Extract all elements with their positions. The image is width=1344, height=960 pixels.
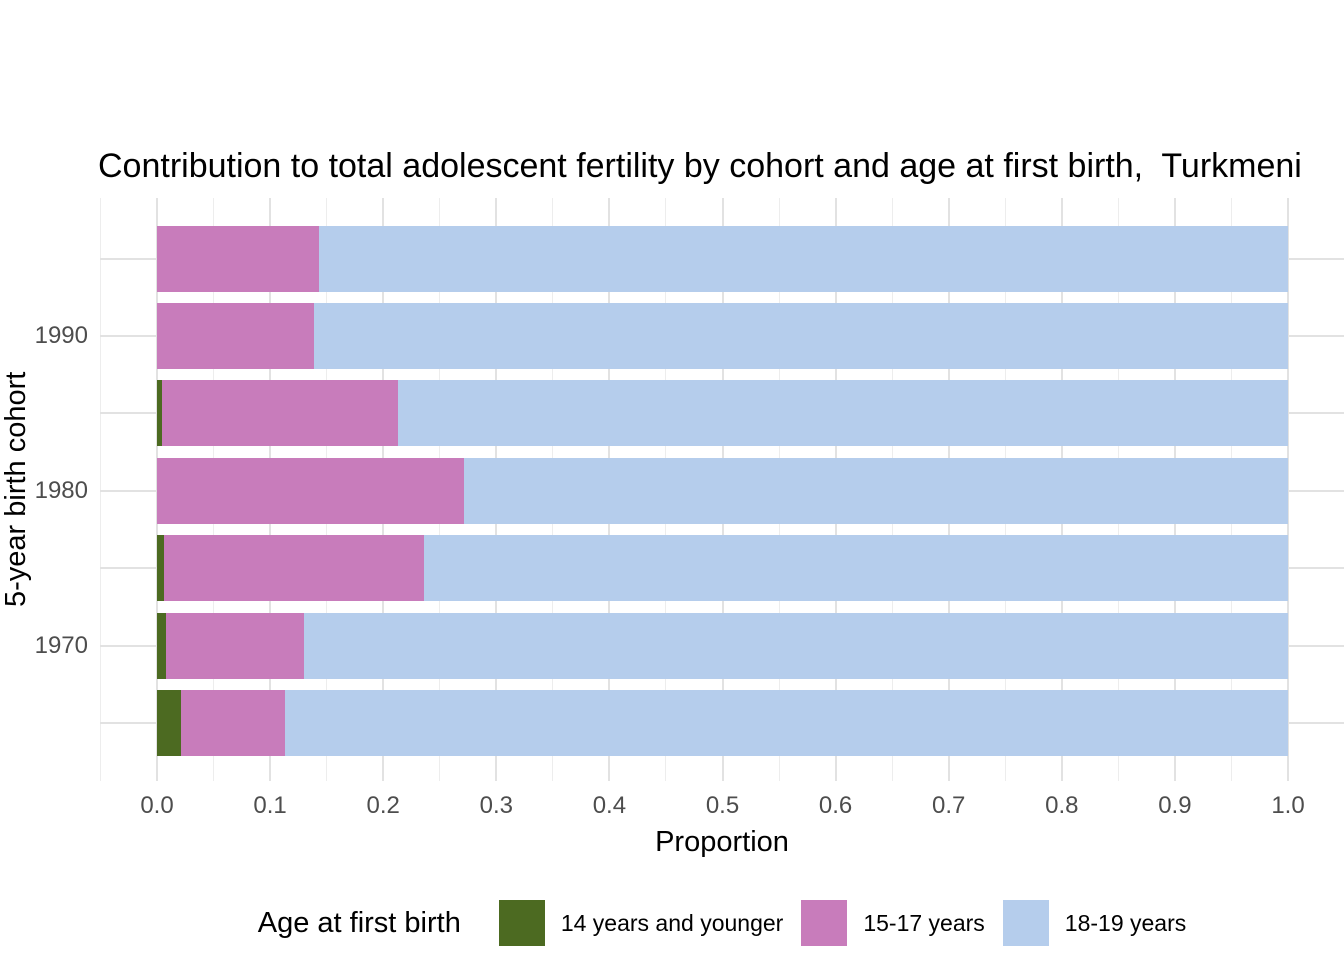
bar-segment-1985-18-19-years: [397, 380, 1288, 447]
bar-segment-1965-18-19-years: [284, 690, 1288, 757]
bar-row-1995: [157, 225, 1288, 292]
legend-title: Age at first birth: [257, 906, 461, 939]
legend: Age at first birth 14 years and younger 1…: [100, 894, 1344, 952]
x-tick-label: 0.6: [818, 792, 853, 819]
bar-row-1980: [157, 457, 1288, 524]
chart-title: Contribution to total adolescent fertili…: [98, 147, 1302, 185]
x-tick-label: 0.9: [1158, 792, 1192, 819]
bar-segment-1980-15-17-years: [157, 457, 464, 524]
bar-segment-1975-15-17-years: [163, 535, 424, 602]
bar-segment-1995-15-17-years: [157, 225, 319, 292]
legend-item-15-17-years: 15-17 years: [801, 900, 985, 946]
bar-segment-1975-18-19-years: [423, 535, 1288, 602]
legend-swatch-18-19-years: [1002, 900, 1049, 946]
x-tick-label: 0.7: [932, 792, 966, 819]
x-axis-title: Proportion: [655, 826, 789, 858]
plot-panel: [100, 198, 1344, 781]
legend-swatch-14-years-and-younger: [498, 900, 545, 946]
legend-label: 15-17 years: [863, 909, 985, 936]
bar-segment-1985-15-17-years: [161, 380, 398, 447]
bar-row-1985: [157, 380, 1288, 447]
x-tick-label: 0.4: [592, 792, 627, 819]
legend-item-18-19-years: 18-19 years: [1002, 900, 1187, 946]
bar-segment-1990-15-17-years: [157, 302, 315, 369]
bar-row-1970: [157, 612, 1288, 679]
x-tick-label: 0.1: [253, 792, 287, 819]
x-tick-label: 0.3: [479, 792, 513, 819]
gridline-vertical-major: [1287, 198, 1289, 781]
bar-segment-1980-18-19-years: [463, 457, 1288, 524]
bar-segment-1985-14-years-and-younger: [157, 380, 162, 447]
y-tick-label: 1970: [34, 631, 88, 659]
y-tick-label: 1990: [34, 321, 88, 349]
bar-row-1990: [157, 302, 1288, 369]
bar-segment-1970-15-17-years: [166, 612, 305, 679]
x-tick-label: 0.0: [140, 792, 174, 819]
bar-row-1965: [157, 690, 1288, 757]
x-tick-label: 0.2: [366, 792, 400, 819]
y-tick-label: 1980: [34, 476, 88, 504]
legend-item-14-years-and-younger: 14 years and younger: [498, 900, 784, 946]
x-tick-label: 0.5: [705, 792, 740, 819]
legend-swatch-15-17-years: [801, 900, 848, 946]
bar-segment-1965-15-17-years: [180, 690, 285, 757]
bar-segment-1990-18-19-years: [314, 302, 1288, 369]
bar-segment-1965-14-years-and-younger: [157, 690, 181, 757]
bar-segment-1970-18-19-years: [304, 612, 1288, 679]
x-tick-label: 1.0: [1271, 792, 1305, 819]
bar-segment-1970-14-years-and-younger: [157, 612, 167, 679]
bar-row-1975: [157, 535, 1288, 602]
bar-segment-1995-18-19-years: [318, 225, 1288, 292]
legend-label: 18-19 years: [1064, 909, 1187, 936]
bar-segment-1975-14-years-and-younger: [157, 535, 164, 602]
legend-label: 14 years and younger: [560, 909, 784, 936]
gridline-vertical-minor: [100, 198, 101, 781]
x-tick-label: 0.8: [1045, 792, 1079, 819]
